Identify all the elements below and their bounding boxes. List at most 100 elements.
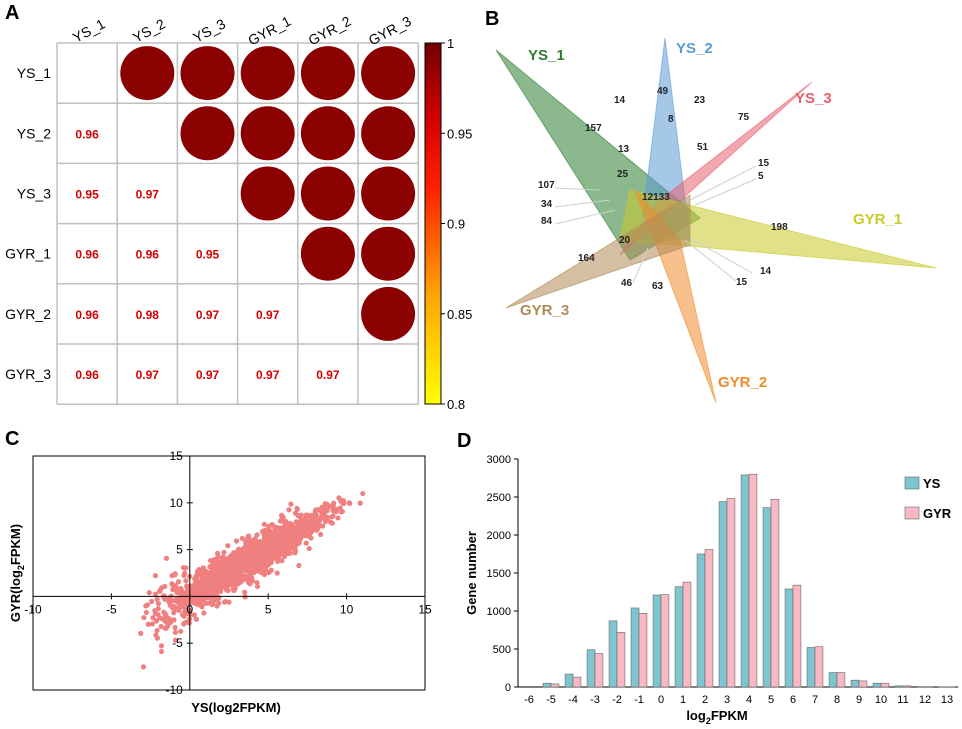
hist-y-tick-label: 0	[505, 682, 511, 694]
scatter-point	[217, 569, 223, 575]
scatter-point	[303, 540, 309, 546]
correlation-value: 0.97	[196, 368, 220, 382]
scatter-point	[329, 520, 335, 526]
venn-leader-line	[554, 187, 601, 191]
scatter-point	[193, 600, 200, 606]
scatter-point	[199, 602, 205, 608]
scatter-point	[247, 572, 253, 579]
venn-set-label: YS_3	[795, 90, 832, 107]
hist-x-tick-label: 13	[941, 694, 953, 706]
scatter-point	[194, 569, 201, 575]
scatter-point	[197, 591, 203, 597]
venn-leader-line	[689, 165, 757, 201]
scatter-point	[284, 526, 290, 532]
scatter-point	[279, 558, 285, 564]
scatter-point	[296, 562, 302, 569]
venn-count: 12133	[642, 192, 670, 203]
venn-count: 157	[585, 123, 602, 134]
scatter-point	[181, 621, 187, 627]
venn-count: 20	[619, 235, 631, 246]
scatter-point	[272, 547, 278, 553]
legend-swatch	[904, 476, 920, 490]
correlation-value: 0.97	[316, 368, 340, 382]
scatter-point	[210, 582, 217, 588]
scatter-point	[266, 531, 272, 537]
scatter-point	[292, 550, 298, 556]
hist-x-tick-label: 1	[680, 694, 686, 706]
scatter-point	[155, 601, 162, 607]
hist-x-tick-label: 3	[724, 694, 730, 706]
scatter-point	[158, 585, 165, 591]
scatter-point	[221, 599, 228, 605]
colorbar-tick-label: 1	[447, 36, 454, 51]
scatter-point	[224, 582, 230, 588]
hist-bar-gyr	[594, 653, 604, 688]
colorbar-tick-label: 0.85	[447, 307, 472, 322]
hist-x-tick-label: 10	[875, 694, 887, 706]
scatter-point	[146, 590, 152, 596]
scatter-point	[197, 586, 203, 592]
scatter-point	[143, 603, 149, 609]
correlation-circle	[180, 46, 235, 101]
scatter-point	[171, 610, 177, 616]
scatter-point	[243, 546, 250, 552]
scatter-point	[283, 542, 290, 548]
scatter-point	[280, 547, 286, 553]
scatter-point	[166, 599, 172, 605]
scatter-point	[317, 516, 324, 522]
scatter-point	[230, 577, 236, 583]
scatter-point	[223, 562, 230, 568]
venn-leader-line	[554, 209, 616, 225]
scatter-point	[221, 555, 228, 561]
scatter-x-tick-label: 5	[265, 602, 272, 616]
scatter-point	[286, 545, 293, 551]
column-label: YS_3	[190, 15, 228, 45]
hist-y-tick-label: 1500	[487, 568, 511, 580]
scatter-point	[169, 581, 175, 587]
scatter-point	[274, 570, 280, 576]
venn-leader-line	[684, 239, 737, 282]
correlation-circle	[300, 226, 355, 281]
scatter-point	[338, 498, 344, 504]
scatter-x-tick-label: -10	[24, 602, 42, 616]
correlation-value: 0.97	[136, 188, 160, 202]
scatter-point	[140, 664, 147, 670]
hist-bar-ys	[564, 673, 574, 688]
correlation-circle	[361, 46, 416, 101]
hist-bar-ys	[740, 474, 750, 688]
hist-x-tick-label: -6	[524, 694, 534, 706]
scatter-point	[158, 623, 164, 630]
scatter-point	[235, 566, 241, 572]
scatter-point	[317, 531, 324, 538]
scatter-point	[187, 586, 194, 593]
hist-x-tick-label: 9	[856, 694, 862, 706]
scatter-point	[357, 500, 363, 506]
hist-x-tick-label: 2	[702, 694, 708, 706]
row-label: YS_3	[17, 186, 51, 202]
scatter-point	[233, 538, 240, 544]
venn-count: 25	[617, 169, 629, 180]
correlation-value: 0.98	[136, 308, 160, 322]
scatter-point	[194, 581, 200, 587]
venn-leader-line	[689, 237, 753, 274]
scatter-point	[208, 586, 215, 592]
scatter-point	[288, 501, 294, 507]
scatter-point	[158, 648, 165, 655]
venn-count: 8	[668, 114, 674, 125]
scatter-point	[215, 588, 221, 594]
scatter-point	[208, 577, 214, 583]
row-label: YS_1	[17, 65, 51, 81]
scatter-point	[242, 589, 248, 595]
hist-x-tick-label: -1	[634, 694, 644, 706]
scatter-point	[221, 549, 227, 555]
correlation-circle	[300, 46, 355, 101]
scatter-point	[315, 526, 321, 532]
scatter-point	[238, 561, 244, 567]
venn-count: 14	[760, 266, 772, 277]
scatter-point	[302, 532, 309, 539]
hist-bar-gyr	[704, 549, 714, 688]
hist-y-tick-label: 2500	[487, 492, 511, 504]
panel-label-d: D	[457, 430, 472, 452]
scatter-point	[173, 583, 179, 589]
scatter-point	[347, 500, 353, 506]
